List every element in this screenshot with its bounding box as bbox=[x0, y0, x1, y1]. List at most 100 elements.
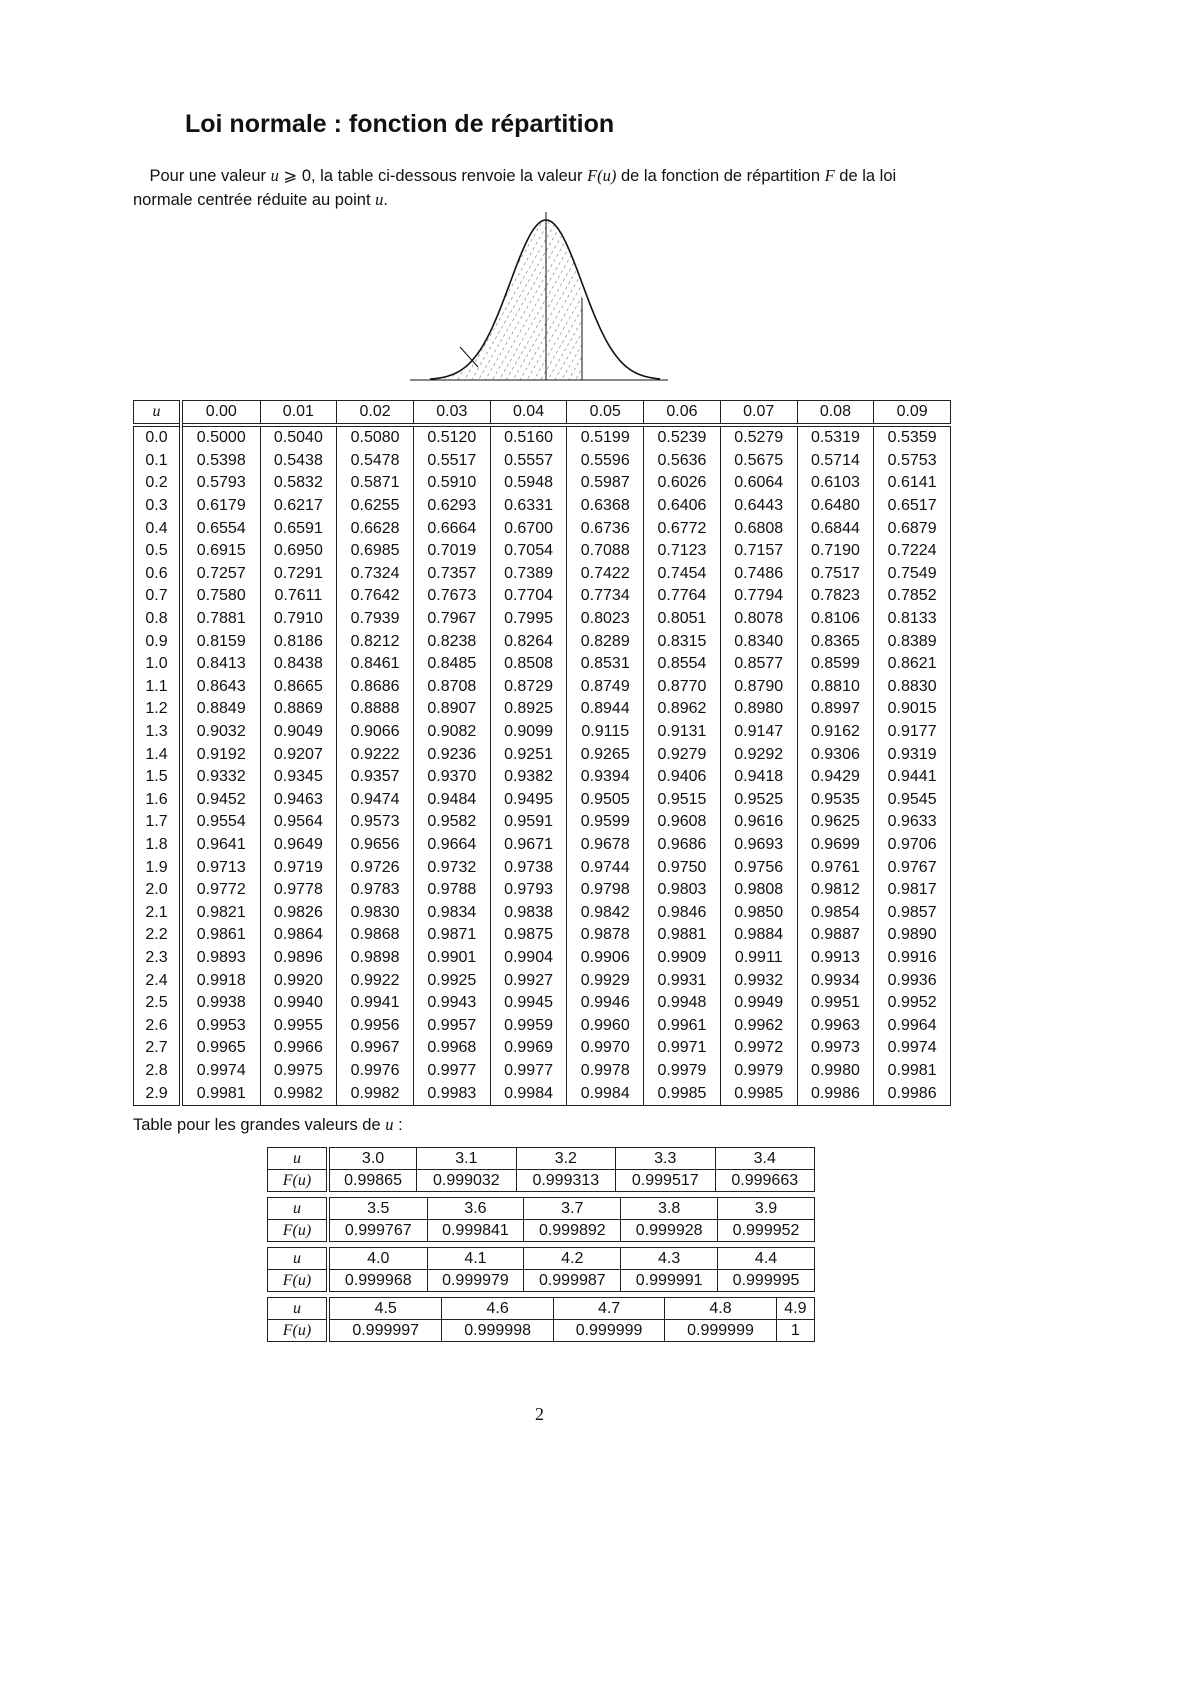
value-cell: 0.5636 bbox=[643, 449, 721, 473]
table-row: 1.5 0.9332 0.9345 0.9357 0.9370 0.9382 0.9394 0… bbox=[133, 765, 951, 789]
value-cell: 0.9236 bbox=[412, 743, 491, 766]
row-label: u bbox=[267, 1147, 330, 1170]
row-u-cell: 2.0 bbox=[133, 878, 183, 902]
row-u-cell: 0.0 bbox=[133, 425, 183, 450]
value-cell: 0.9641 bbox=[180, 833, 261, 857]
value-cell: 0.8708 bbox=[412, 675, 491, 699]
value-cell: 0.6217 bbox=[259, 494, 337, 518]
F-cell: 1 bbox=[775, 1319, 816, 1342]
row-u-cell: 2.9 bbox=[133, 1082, 183, 1106]
value-cell: 0.8264 bbox=[489, 630, 567, 653]
value-cell: 0.9222 bbox=[336, 743, 414, 766]
u-cell: 3.4 bbox=[714, 1147, 816, 1170]
row-label: F(u) bbox=[267, 1219, 330, 1242]
large-values-tables: u 3.0 3.1 3.2 3.3 3.4 F(u) 0.99865 0.999032 0.999… bbox=[267, 1147, 816, 1347]
value-cell: 0.9719 bbox=[259, 856, 337, 879]
value-cell: 0.7389 bbox=[489, 562, 567, 586]
value-cell: 0.7486 bbox=[719, 562, 798, 586]
value-cell: 0.9956 bbox=[336, 1014, 414, 1038]
value-cell: 0.8869 bbox=[259, 698, 337, 721]
value-cell: 0.9162 bbox=[796, 720, 874, 744]
table-row: 0.6 0.7257 0.7291 0.7324 0.7357 0.7389 0.7422 0… bbox=[133, 562, 951, 586]
value-cell: 0.6554 bbox=[180, 517, 261, 540]
value-cell: 0.5239 bbox=[643, 425, 721, 450]
header-cell: u bbox=[133, 400, 183, 426]
F-cell: 0.999987 bbox=[523, 1269, 622, 1292]
value-cell: 0.8238 bbox=[412, 630, 491, 653]
value-cell: 0.9918 bbox=[180, 969, 261, 992]
row-u-cell: 1.0 bbox=[133, 652, 183, 676]
header-cell: 0.00 bbox=[180, 400, 261, 426]
value-cell: 0.7939 bbox=[336, 607, 414, 631]
value-cell: 0.9857 bbox=[873, 901, 951, 925]
u-row: u 3.0 3.1 3.2 3.3 3.4 bbox=[267, 1147, 816, 1170]
value-cell: 0.9974 bbox=[180, 1059, 261, 1083]
value-cell: 0.9732 bbox=[412, 856, 491, 879]
value-cell: 0.9591 bbox=[489, 811, 567, 834]
value-cell: 0.9967 bbox=[336, 1037, 414, 1060]
value-cell: 0.9756 bbox=[719, 856, 798, 879]
value-cell: 0.7422 bbox=[566, 562, 644, 586]
value-cell: 0.6517 bbox=[873, 494, 951, 518]
table-row: 1.2 0.8849 0.8869 0.8888 0.8907 0.8925 0.8944 0… bbox=[133, 698, 951, 721]
value-cell: 0.7324 bbox=[336, 562, 414, 586]
value-cell: 0.5359 bbox=[873, 425, 951, 450]
F-cell: 0.999313 bbox=[515, 1169, 617, 1192]
header-cell: 0.05 bbox=[566, 400, 645, 426]
value-cell: 0.9948 bbox=[643, 991, 721, 1015]
value-cell: 0.8106 bbox=[796, 607, 874, 631]
value-cell: 0.8365 bbox=[796, 630, 874, 653]
row-u-cell: 0.4 bbox=[133, 517, 183, 540]
value-cell: 0.5398 bbox=[180, 449, 261, 473]
value-cell: 0.7157 bbox=[719, 539, 798, 563]
value-cell: 0.9382 bbox=[489, 765, 567, 789]
row-u-cell: 2.5 bbox=[133, 991, 183, 1015]
value-cell: 0.9963 bbox=[796, 1014, 874, 1038]
value-cell: 0.9761 bbox=[796, 856, 874, 879]
value-cell: 0.9633 bbox=[873, 811, 951, 834]
value-cell: 0.9750 bbox=[643, 856, 721, 879]
value-cell: 0.5319 bbox=[796, 425, 874, 450]
value-cell: 0.6915 bbox=[180, 539, 261, 563]
value-cell: 0.8212 bbox=[336, 630, 414, 653]
value-cell: 0.7291 bbox=[259, 562, 337, 586]
u-cell: 3.2 bbox=[515, 1147, 617, 1170]
value-cell: 0.5871 bbox=[336, 472, 414, 495]
u-cell: 4.6 bbox=[441, 1297, 554, 1320]
value-cell: 0.5199 bbox=[566, 425, 644, 450]
header-cell: 0.04 bbox=[489, 400, 568, 426]
table-row: 2.7 0.9965 0.9966 0.9967 0.9968 0.9969 0.9970 0… bbox=[133, 1037, 951, 1060]
value-cell: 0.9649 bbox=[259, 833, 337, 857]
value-cell: 0.8665 bbox=[259, 675, 337, 699]
value-cell: 0.6808 bbox=[719, 517, 798, 540]
value-cell: 0.9292 bbox=[719, 743, 798, 766]
value-cell: 0.7190 bbox=[796, 539, 874, 563]
value-cell: 0.8485 bbox=[412, 652, 491, 676]
F-cell: 0.999663 bbox=[714, 1169, 816, 1192]
value-cell: 0.9931 bbox=[643, 969, 721, 992]
value-cell: 0.6443 bbox=[719, 494, 798, 518]
value-cell: 0.9973 bbox=[796, 1037, 874, 1060]
value-cell: 0.9896 bbox=[259, 946, 337, 970]
value-cell: 0.5557 bbox=[489, 449, 567, 473]
value-cell: 0.5040 bbox=[259, 425, 337, 450]
value-cell: 0.8643 bbox=[180, 675, 261, 699]
value-cell: 0.9943 bbox=[412, 991, 491, 1015]
value-cell: 0.9986 bbox=[873, 1082, 951, 1106]
value-cell: 0.9582 bbox=[412, 811, 491, 834]
value-cell: 0.9573 bbox=[336, 811, 414, 834]
value-cell: 0.7357 bbox=[412, 562, 491, 586]
value-cell: 0.6331 bbox=[489, 494, 567, 518]
row-label: F(u) bbox=[267, 1319, 330, 1342]
u-row: u 4.0 4.1 4.2 4.3 4.4 bbox=[267, 1247, 815, 1270]
table-row: 2.1 0.9821 0.9826 0.9830 0.9834 0.9838 0.9842 0… bbox=[133, 901, 951, 925]
value-cell: 0.8051 bbox=[643, 607, 721, 631]
F-cell: 0.999841 bbox=[426, 1219, 525, 1242]
value-cell: 0.9429 bbox=[796, 765, 874, 789]
F-row: F(u) 0.99865 0.999032 0.999313 0.999517 0.999… bbox=[267, 1169, 816, 1192]
value-cell: 0.6772 bbox=[643, 517, 721, 540]
value-cell: 0.9515 bbox=[643, 788, 721, 812]
u-cell: 3.9 bbox=[717, 1197, 815, 1220]
value-cell: 0.9864 bbox=[259, 924, 337, 947]
value-cell: 0.9969 bbox=[489, 1037, 567, 1060]
